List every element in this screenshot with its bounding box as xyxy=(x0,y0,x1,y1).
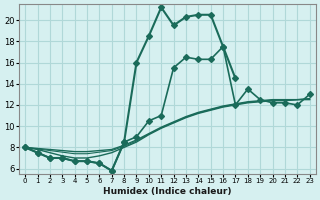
X-axis label: Humidex (Indice chaleur): Humidex (Indice chaleur) xyxy=(103,187,232,196)
